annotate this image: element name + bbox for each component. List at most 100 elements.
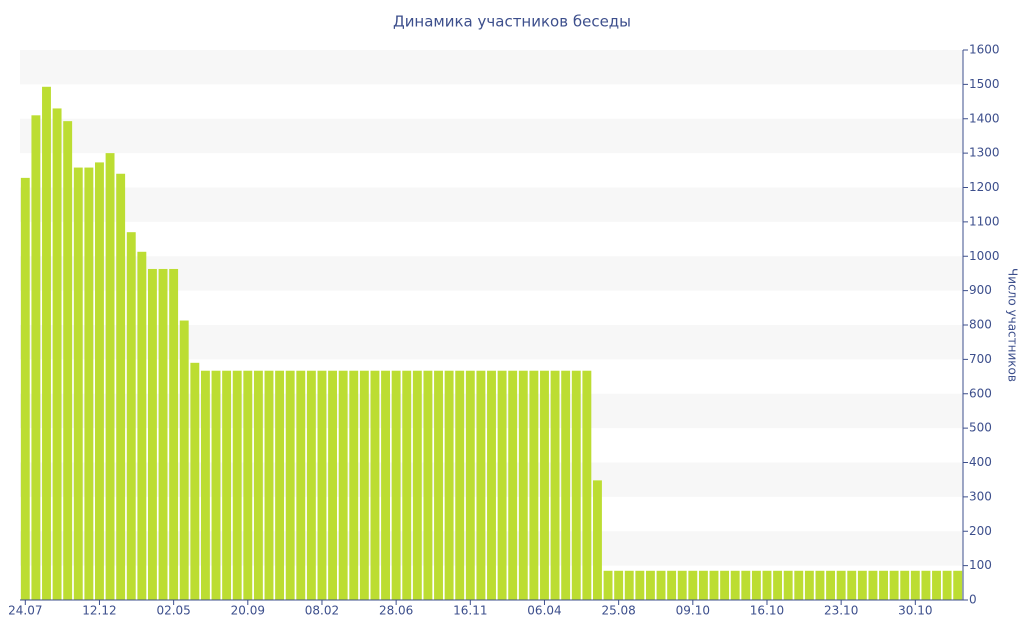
bar [444,370,454,600]
bar [232,370,242,600]
bar [932,570,941,600]
bar [275,370,285,600]
bar [910,570,920,600]
y-tick-label: 500 [969,421,992,435]
bar [137,251,147,600]
bar [116,173,126,600]
bar [497,370,507,600]
bar [720,570,730,600]
y-tick-label: 800 [969,318,992,332]
bar [953,570,963,600]
bar [879,570,888,600]
bar [434,370,443,600]
bar [667,570,677,600]
y-tick-label: 1100 [969,214,1000,228]
bar [529,370,539,600]
bar [476,370,486,600]
bar [179,320,189,600]
bar [338,370,348,600]
y-tick-label: 1400 [969,111,1000,125]
bar [794,570,804,600]
bar [540,370,549,600]
x-tick-label: 16.11 [453,604,487,618]
y-tick-label: 1000 [969,249,1000,263]
x-tick-label: 25.08 [601,604,635,618]
bar [169,268,179,600]
bar [857,570,867,600]
bar [381,370,390,600]
bar [804,570,814,600]
bar [889,570,899,600]
bar [508,370,518,600]
bar [190,362,200,600]
bar [624,570,634,600]
bar [656,570,666,600]
bar [773,570,783,600]
bar [868,570,878,600]
x-tick-label: 12.12 [82,604,116,618]
bar [921,570,931,600]
y-tick-label: 900 [969,283,992,297]
bar [158,268,168,600]
bar [306,370,316,600]
bar [826,570,836,600]
bar [52,108,62,600]
x-tick-label: 16.10 [750,604,784,618]
bar [285,370,295,600]
bar [942,570,952,600]
bar [200,370,210,600]
y-tick-label: 0 [969,593,977,607]
bar [126,232,136,600]
chart-title: Динамика участников беседы [393,13,631,31]
bar [370,370,380,600]
bar [147,268,157,600]
bar [63,121,73,600]
x-tick-label: 20.09 [231,604,265,618]
bar [253,370,263,600]
bar [730,570,740,600]
x-tick-label: 30.10 [898,604,932,618]
bar [42,86,51,600]
bar [518,370,528,600]
x-tick-label: 24.07 [8,604,42,618]
bar [582,370,592,600]
bar [645,570,655,600]
bar [412,370,422,600]
x-tick-label: 08.02 [305,604,339,618]
x-tick-label: 06.04 [527,604,561,618]
y-tick-label: 100 [969,558,992,572]
y-tick-label: 1200 [969,180,1000,194]
bar [423,370,433,600]
bar [95,162,104,600]
bar [603,570,613,600]
bar [783,570,793,600]
x-tick-label: 02.05 [156,604,190,618]
bar [359,370,369,600]
y-tick-label: 1300 [969,146,1000,160]
bar [677,570,687,600]
bar [698,570,708,600]
y-tick-label: 1600 [969,43,1000,57]
bar [561,370,571,600]
y-tick-label: 400 [969,455,992,469]
x-tick-label: 09.10 [676,604,710,618]
y-tick-label: 1500 [969,77,1000,91]
y-tick-label: 200 [969,524,992,538]
bar [391,370,401,600]
bar [105,153,115,600]
y-tick-label: 300 [969,489,992,503]
bar [243,370,253,600]
bar [455,370,465,600]
bar [741,570,751,600]
bar [550,370,560,600]
x-tick-label: 23.10 [824,604,858,618]
bar [487,370,496,600]
bar [31,115,41,600]
x-tick-label: 28.06 [379,604,413,618]
bar [815,570,825,600]
bar [328,370,338,600]
bar [709,570,719,600]
